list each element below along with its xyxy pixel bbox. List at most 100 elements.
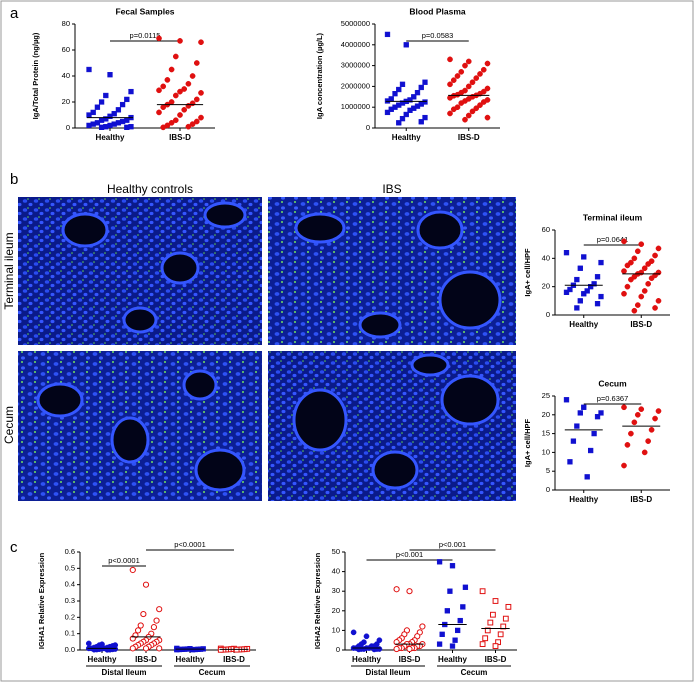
data-point bbox=[570, 438, 577, 444]
data-point bbox=[638, 293, 645, 300]
x-tick-label: Healthy bbox=[569, 320, 598, 329]
data-point bbox=[581, 291, 587, 297]
data-point bbox=[168, 66, 175, 73]
data-point bbox=[376, 637, 383, 644]
data-point bbox=[645, 261, 652, 267]
y-tick-label: 40 bbox=[332, 567, 340, 576]
data-point bbox=[447, 588, 453, 594]
data-point bbox=[591, 430, 597, 437]
data-point bbox=[465, 58, 472, 65]
data-point bbox=[350, 629, 357, 636]
data-point bbox=[462, 584, 469, 590]
chart-title: Fecal Samples bbox=[115, 6, 174, 16]
data-point bbox=[492, 643, 499, 649]
data-point bbox=[172, 92, 179, 99]
data-point bbox=[479, 588, 486, 595]
data-point bbox=[574, 276, 580, 283]
data-point bbox=[645, 438, 652, 444]
data-point bbox=[621, 268, 627, 274]
data-point bbox=[160, 124, 167, 131]
data-point bbox=[480, 66, 487, 73]
data-point bbox=[621, 404, 627, 411]
x-tick-label: Healthy bbox=[352, 655, 381, 664]
group-label: Distal Ileum bbox=[366, 668, 411, 677]
y-tick-label: 0 bbox=[366, 123, 370, 132]
data-point bbox=[384, 31, 391, 38]
column-label: Healthy controls bbox=[107, 182, 193, 196]
data-point bbox=[164, 77, 171, 83]
data-point bbox=[458, 68, 465, 75]
y-tick-label: 10 bbox=[542, 447, 550, 456]
data-point bbox=[655, 408, 662, 414]
data-point bbox=[492, 598, 499, 604]
data-point bbox=[447, 81, 453, 88]
data-point bbox=[469, 108, 476, 115]
p-value: p=0.0115 bbox=[130, 31, 161, 40]
y-tick-label: 5 bbox=[546, 466, 550, 475]
group-label: Cecum bbox=[461, 668, 488, 677]
data-point bbox=[119, 101, 126, 108]
data-point bbox=[458, 100, 465, 106]
y-tick-label: 80 bbox=[62, 19, 70, 28]
data-point bbox=[465, 112, 472, 119]
y-axis-label: IGHA2 Relative Expression bbox=[313, 552, 322, 649]
data-point bbox=[641, 449, 648, 456]
x-tick-label: IBS-D bbox=[169, 133, 191, 142]
data-point bbox=[422, 114, 428, 121]
data-point bbox=[393, 639, 400, 646]
panel-label: a bbox=[10, 5, 19, 22]
data-point bbox=[185, 80, 192, 87]
data-point bbox=[193, 96, 200, 103]
data-point bbox=[94, 104, 101, 110]
data-point bbox=[407, 107, 413, 113]
x-tick-label: Healthy bbox=[569, 495, 598, 504]
data-point bbox=[567, 286, 573, 293]
p-value: p<0.0001 bbox=[174, 540, 206, 549]
data-point bbox=[598, 293, 604, 300]
y-tick-label: 0.5 bbox=[65, 563, 75, 572]
data-point bbox=[168, 119, 175, 126]
data-point bbox=[641, 288, 648, 294]
data-point bbox=[581, 404, 587, 410]
data-point bbox=[86, 112, 92, 118]
data-point bbox=[460, 604, 466, 610]
y-tick-label: 40 bbox=[542, 253, 550, 262]
group-label: Cecum bbox=[199, 668, 226, 677]
data-point bbox=[638, 241, 645, 248]
data-point bbox=[502, 615, 509, 622]
data-point bbox=[436, 641, 443, 647]
y-tick-label: 0 bbox=[336, 645, 340, 654]
data-point bbox=[484, 85, 491, 92]
data-point bbox=[422, 79, 428, 85]
data-point bbox=[436, 559, 443, 565]
data-point bbox=[574, 305, 580, 311]
data-point bbox=[140, 610, 147, 618]
data-point bbox=[487, 619, 494, 626]
data-point bbox=[450, 106, 457, 113]
data-point bbox=[150, 624, 158, 631]
data-point bbox=[631, 307, 638, 314]
crypts bbox=[36, 201, 502, 492]
y-axis-label: IgA concentration (µg/L) bbox=[315, 32, 324, 119]
data-point bbox=[462, 62, 468, 69]
data-point bbox=[177, 88, 183, 95]
data-point bbox=[581, 254, 587, 260]
data-point bbox=[393, 586, 400, 593]
data-point bbox=[449, 563, 456, 569]
y-tick-label: 60 bbox=[542, 225, 550, 234]
data-point bbox=[403, 111, 409, 118]
data-point bbox=[482, 635, 489, 642]
y-tick-label: 20 bbox=[62, 97, 70, 106]
data-point bbox=[624, 262, 631, 269]
y-tick-label: 20 bbox=[542, 282, 550, 291]
data-point bbox=[577, 298, 583, 304]
data-point bbox=[628, 430, 634, 437]
y-tick-label: 4000000 bbox=[341, 40, 370, 49]
y-axis-label: IgA+ cell/HPF bbox=[523, 248, 532, 297]
data-point bbox=[177, 112, 183, 118]
data-point bbox=[399, 115, 406, 122]
y-tick-label: 0 bbox=[66, 123, 70, 132]
data-point bbox=[594, 301, 601, 307]
data-point bbox=[134, 627, 142, 634]
data-point bbox=[388, 106, 394, 112]
